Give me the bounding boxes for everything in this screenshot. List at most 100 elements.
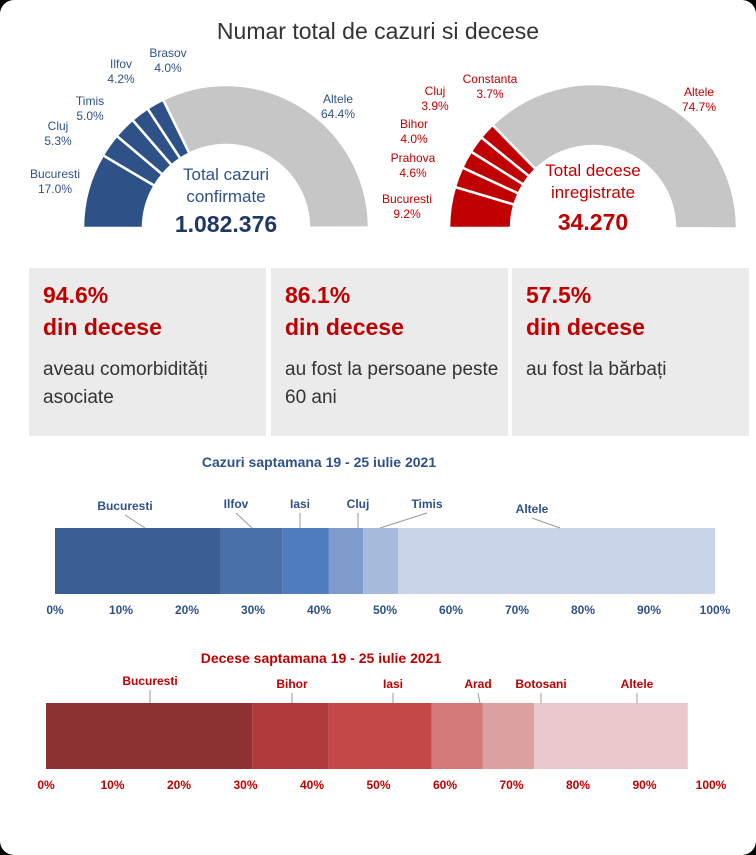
bar-label-altele: Altele	[621, 677, 654, 691]
page-title: Numar total de cazuri si decese	[216, 18, 540, 44]
gauge-total: 34.270	[558, 209, 628, 235]
stat-subtitle: din decese	[285, 314, 404, 340]
stat-percent: 94.6%	[43, 282, 109, 308]
gauge-label-bucuresti: Bucuresti	[382, 192, 432, 206]
tick-label: 100%	[696, 778, 727, 792]
bar-label-timis: Timis	[411, 497, 442, 511]
stat-subtitle: din decese	[526, 314, 645, 340]
gauge-center-label: Total cazuri	[183, 165, 269, 184]
gauge-value-altele: 74.7%	[682, 100, 716, 114]
stat-text: au fost la persoane peste 60 ani	[285, 359, 499, 408]
gauge-value-timis: 5.0%	[76, 109, 104, 123]
tick-label: 0%	[46, 603, 64, 617]
gauge-charts: Bucuresti17.0%Cluj5.3%Timis5.0%Ilfov4.2%…	[30, 46, 739, 237]
tick-label: 0%	[37, 778, 55, 792]
bar-chart-cases: Cazuri saptamana 19 - 25 iulie 2021 Bucur…	[46, 454, 730, 617]
gauge-value-bucuresti: 9.2%	[393, 207, 421, 221]
tick-label: 20%	[175, 603, 199, 617]
tick-label: 90%	[637, 603, 661, 617]
gauge-label-ilfov: Ilfov	[110, 57, 132, 71]
gauge-label-bihor: Bihor	[400, 117, 428, 131]
tick-label: 40%	[307, 603, 331, 617]
gauge-label-constanta: Constanta	[463, 72, 518, 86]
tick-label: 30%	[241, 603, 265, 617]
tick-label: 20%	[167, 778, 191, 792]
stat-percent: 86.1%	[285, 282, 351, 308]
bar-segment-bihor	[252, 703, 329, 769]
weekly-bar-charts: Cazuri saptamana 19 - 25 iulie 2021 Bucur…	[37, 454, 730, 792]
bar-label-botosani: Botosani	[515, 677, 566, 691]
stat-card-age: 86.1% din decese au fost la persoane pes…	[271, 268, 508, 436]
gauge-value-ilfov: 4.2%	[107, 72, 135, 86]
gauge-center-label-2: inregistrate	[551, 183, 635, 202]
gauge-value-bihor: 4.0%	[400, 132, 428, 146]
tick-label: 80%	[571, 603, 595, 617]
tick-label: 60%	[439, 603, 463, 617]
bar-label-bucuresti: Bucuresti	[97, 499, 152, 513]
gauge-label-altele: Altele	[323, 92, 353, 106]
tick-label: 10%	[109, 603, 133, 617]
gauge-label-prahova: Prahova	[391, 151, 436, 165]
bar-segment-bucuresti	[46, 703, 253, 769]
bar-leader-timis	[379, 512, 428, 529]
bar-leader-bucuresti	[124, 514, 146, 529]
bar-label-bihor: Bihor	[276, 677, 308, 691]
bar-segment-timis	[363, 528, 399, 594]
gauge-value-altele: 64.4%	[321, 107, 355, 121]
bar-segment-iasi	[328, 703, 432, 769]
tick-label: 50%	[366, 778, 390, 792]
gauge-value-prahova: 4.6%	[399, 166, 427, 180]
gauge-slice-altele	[161, 83, 371, 229]
gauge-value-brasov: 4.0%	[154, 61, 182, 75]
gauge-label-timis: Timis	[76, 94, 104, 108]
bar-label-ilfov: Ilfov	[224, 497, 249, 511]
tick-label: 100%	[700, 603, 731, 617]
gauge-label-cluj: Cluj	[48, 119, 69, 133]
gauge-total: 1.082.376	[175, 211, 277, 237]
tick-label: 30%	[233, 778, 257, 792]
tick-label: 70%	[499, 778, 523, 792]
tick-label: 10%	[100, 778, 124, 792]
bar-chart-deaths: Decese saptamana 19 - 25 iulie 2021 Bucur…	[37, 650, 726, 792]
bar-segment-bucuresti	[55, 528, 220, 594]
gauge-value-cluj: 5.3%	[44, 134, 72, 148]
bar-label-cluj: Cluj	[347, 497, 370, 511]
tick-label: 90%	[632, 778, 656, 792]
tick-label: 40%	[300, 778, 324, 792]
gauge-label-altele: Altele	[684, 85, 714, 99]
bar-segment-altele	[398, 528, 715, 594]
bar-label-altele: Altele	[516, 502, 549, 516]
stat-text: aveau comorbidități asociate	[43, 359, 208, 408]
bar-chart-title: Cazuri saptamana 19 - 25 iulie 2021	[202, 454, 436, 470]
bar-segment-botosani	[482, 703, 535, 769]
bar-label-iasi: Iasi	[383, 677, 403, 691]
stat-text: au fost la bărbați	[526, 359, 667, 380]
gauge-value-bucuresti: 17.0%	[38, 182, 72, 196]
bar-label-iasi: Iasi	[290, 497, 310, 511]
tick-label: 80%	[566, 778, 590, 792]
bar-segment-arad	[431, 703, 483, 769]
bar-leader-arad	[477, 692, 481, 704]
gauge-value-cluj: 3.9%	[421, 99, 449, 113]
bar-leader-altele	[531, 517, 561, 529]
bar-segment-iasi	[282, 528, 329, 594]
bar-segment-ilfov	[220, 528, 283, 594]
tick-label: 50%	[373, 603, 397, 617]
stat-card-comorbidities: 94.6% din decese aveau comorbidități aso…	[29, 268, 266, 436]
bar-label-bucuresti: Bucuresti	[122, 674, 177, 688]
tick-label: 70%	[505, 603, 529, 617]
bar-segment-altele	[534, 703, 688, 769]
gauge-center-label: Total decese	[545, 161, 640, 180]
stat-percent: 57.5%	[526, 282, 592, 308]
gauge-label-cluj: Cluj	[425, 84, 446, 98]
gauge-value-constanta: 3.7%	[476, 87, 504, 101]
gauge-slice-altele	[490, 82, 739, 230]
bar-segment-cluj	[328, 528, 364, 594]
gauge-center-label-2: confirmate	[186, 187, 265, 206]
gauge-label-bucuresti: Bucuresti	[30, 167, 80, 181]
bar-chart-title: Decese saptamana 19 - 25 iulie 2021	[201, 650, 442, 666]
bar-label-arad: Arad	[464, 677, 491, 691]
